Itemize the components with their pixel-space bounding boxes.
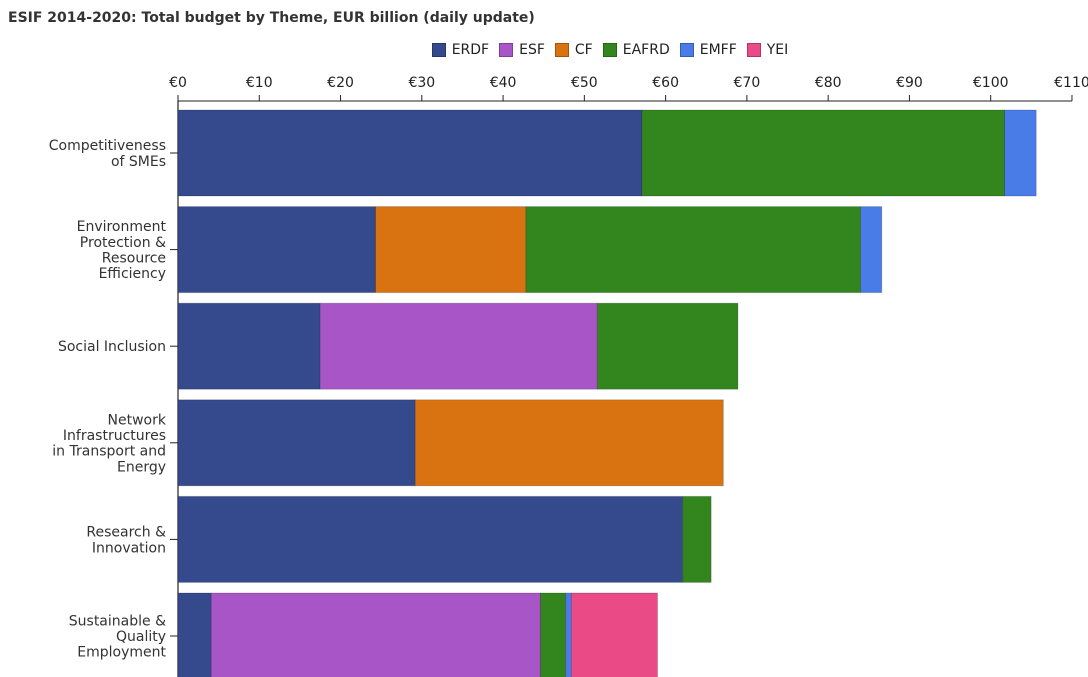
bar-emff[interactable] <box>565 592 572 677</box>
legend-swatch <box>602 43 617 57</box>
legend-swatch <box>554 43 569 57</box>
bar-emff[interactable] <box>860 206 883 294</box>
x-tick-label: €30 <box>408 75 435 91</box>
bar-eafrd[interactable] <box>596 302 739 390</box>
legend-swatch <box>679 43 694 57</box>
bar-erdf[interactable] <box>177 399 416 487</box>
legend-swatch <box>431 43 446 57</box>
legend-item-eafrd[interactable]: EAFRD <box>602 42 670 58</box>
x-tick-label: €100 <box>973 75 1009 91</box>
x-tick-label: €70 <box>734 75 761 91</box>
bar-erdf[interactable] <box>177 592 212 677</box>
category-label: Research & Innovation <box>86 525 166 557</box>
legend-item-emff[interactable]: EMFF <box>679 42 737 58</box>
bar-erdf[interactable] <box>177 302 321 390</box>
legend-label: EMFF <box>699 42 737 58</box>
x-tick-label: €20 <box>327 75 354 91</box>
legend-label: ERDF <box>451 42 490 58</box>
bar-eafrd[interactable] <box>525 206 862 294</box>
bar-yei[interactable] <box>570 592 658 677</box>
x-tick-label: €110 <box>1054 75 1088 91</box>
legend: ERDF ESF CF EAFRD EMFF YEI <box>0 40 1088 60</box>
category-label: Network Infrastructures in Transport and En… <box>52 412 167 475</box>
bar-emff[interactable] <box>1004 109 1037 197</box>
bar-eafrd[interactable] <box>539 592 567 677</box>
bar-cf[interactable] <box>414 399 724 487</box>
x-tick-label: €0 <box>169 75 187 91</box>
bar-esf[interactable] <box>210 592 541 677</box>
bar-esf[interactable] <box>319 302 598 390</box>
category-label: Competitiveness of SMEs <box>49 138 166 170</box>
x-tick-label: €10 <box>246 75 273 91</box>
legend-swatch <box>746 43 761 57</box>
x-tick-label: €50 <box>571 75 598 91</box>
legend-label: ESF <box>519 42 545 58</box>
bar-eafrd[interactable] <box>641 109 1006 197</box>
chart-title: ESIF 2014-2020: Total budget by Theme, E… <box>8 10 535 26</box>
legend-item-erdf[interactable]: ERDF <box>431 42 490 58</box>
legend-item-esf[interactable]: ESF <box>499 42 545 58</box>
legend-label: CF <box>574 42 593 58</box>
x-tick-label: €60 <box>652 75 679 91</box>
category-label: Sustainable & Quality Employment <box>69 613 167 660</box>
legend-label: EAFRD <box>622 42 670 58</box>
legend-item-yei[interactable]: YEI <box>746 42 789 58</box>
x-tick-label: €40 <box>490 75 517 91</box>
category-label: Environment Protection & Resource Efficienc… <box>77 219 167 282</box>
category-label: Social Inclusion <box>58 339 166 355</box>
bar-erdf[interactable] <box>177 206 376 294</box>
bar-erdf[interactable] <box>177 495 684 583</box>
bar-eafrd[interactable] <box>682 495 712 583</box>
bar-erdf[interactable] <box>177 109 643 197</box>
x-tick-label: €90 <box>896 75 923 91</box>
x-tick-label: €80 <box>815 75 842 91</box>
legend-item-cf[interactable]: CF <box>554 42 593 58</box>
legend-label: YEI <box>766 42 789 58</box>
bar-cf[interactable] <box>374 206 527 294</box>
legend-swatch <box>499 43 514 57</box>
